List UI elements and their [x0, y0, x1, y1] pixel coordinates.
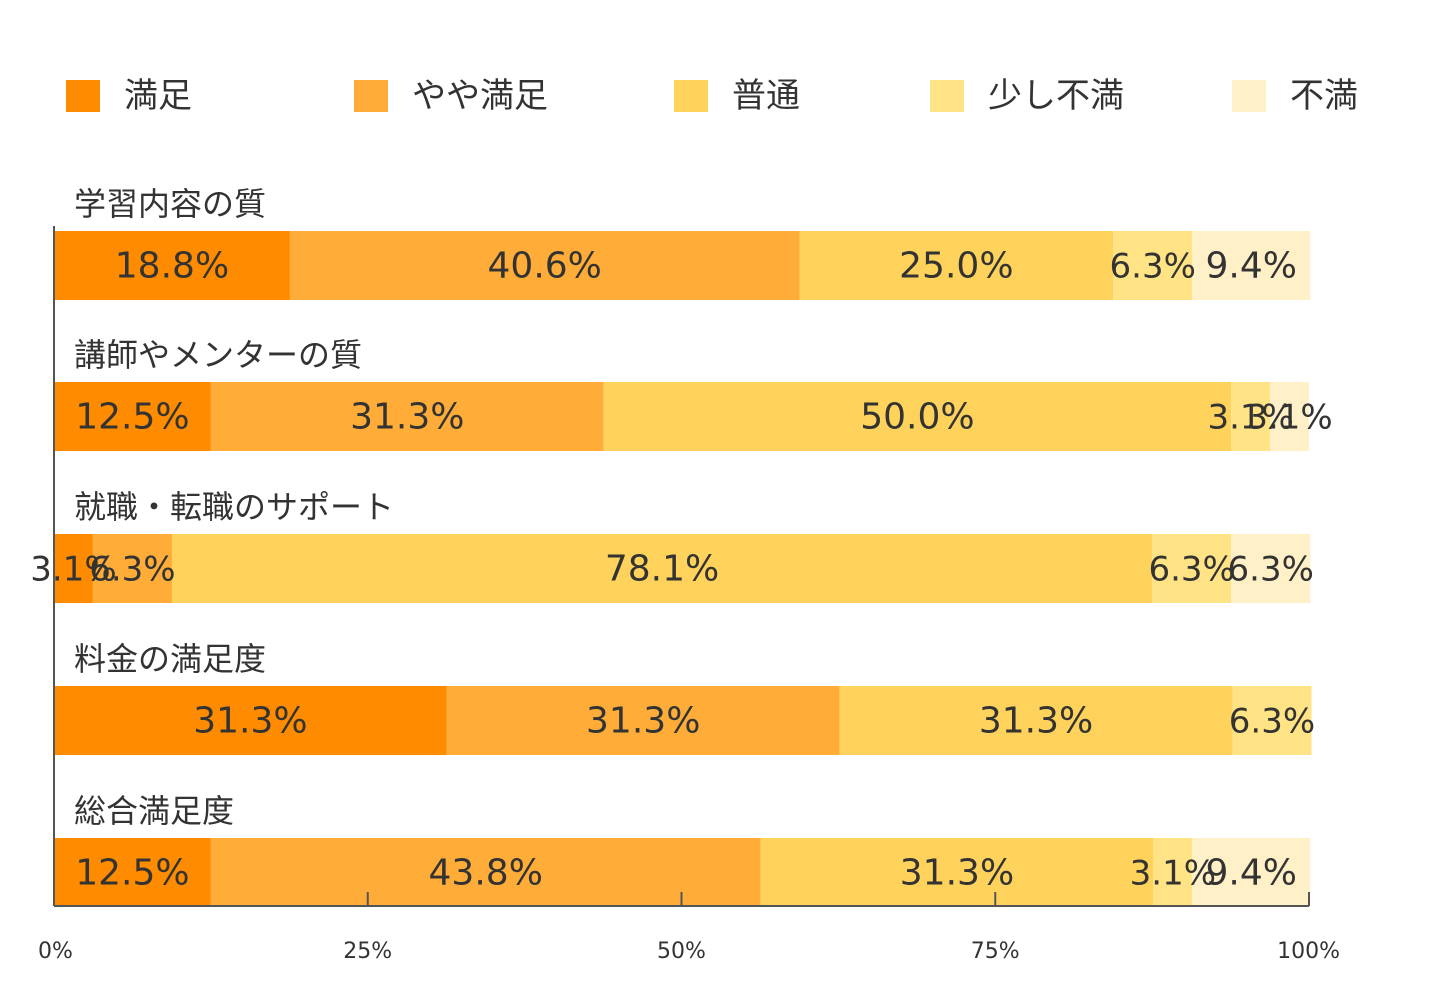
x-tick-label: 25%	[343, 939, 392, 964]
data-label: 9.4%	[1206, 853, 1297, 894]
category-label: 就職・転職のサポート	[74, 488, 394, 526]
bar-segment	[54, 534, 93, 603]
legend-label: 満足	[124, 76, 192, 116]
bar-segment	[171, 534, 1153, 603]
data-label: 12.5%	[75, 853, 189, 894]
data-label: 6.3%	[1228, 550, 1314, 590]
data-label: 6.3%	[1229, 702, 1315, 742]
category-label: 料金の満足度	[74, 640, 266, 678]
bar-segment	[1270, 382, 1309, 451]
category-label: 講師やメンターの質	[74, 336, 362, 374]
bar-segment	[1231, 382, 1271, 451]
data-label: 6.3%	[1110, 247, 1196, 287]
bar-segment	[54, 838, 211, 907]
legend-label: 普通	[732, 76, 800, 116]
data-label: 31.3%	[350, 397, 464, 438]
data-label: 3.1%	[1246, 398, 1332, 438]
legend: 満足 やや満足 普通 少し不満 不満	[0, 74, 1438, 118]
data-label: 31.3%	[586, 701, 700, 742]
data-label: 18.8%	[115, 246, 229, 287]
x-tick-label: 75%	[971, 939, 1020, 964]
data-label: 78.1%	[605, 549, 719, 590]
bar-segment	[1232, 686, 1312, 755]
bar-segment	[799, 231, 1114, 300]
bar-segment	[54, 231, 290, 300]
data-label: 6.3%	[89, 550, 175, 590]
legend-swatch	[674, 80, 708, 112]
bar-segment	[603, 382, 1232, 451]
legend-label: やや満足	[412, 76, 548, 116]
legend-label: 少し不満	[988, 76, 1124, 116]
bar-segment	[1113, 231, 1193, 300]
bar-segment	[54, 686, 447, 755]
x-tick-label: 100%	[1277, 939, 1340, 964]
category-label: 総合満足度	[74, 792, 234, 830]
legend-label: 不満	[1290, 76, 1358, 116]
data-label: 40.6%	[488, 246, 602, 287]
bar-segment	[1192, 231, 1311, 300]
legend-swatch	[1232, 80, 1266, 112]
data-label: 3.1%	[1130, 854, 1216, 894]
data-label: 50.0%	[860, 397, 974, 438]
x-tick-label: 50%	[657, 939, 706, 964]
bar-segment	[1192, 838, 1311, 907]
bar-segment	[1153, 838, 1193, 907]
data-label: 25.0%	[899, 246, 1013, 287]
x-tick-label: 0%	[38, 939, 73, 964]
bar-segment	[1152, 534, 1232, 603]
bar-segment	[289, 231, 800, 300]
data-label: 43.8%	[429, 853, 543, 894]
data-label: 12.5%	[75, 397, 189, 438]
data-label: 31.3%	[979, 701, 1093, 742]
data-label: 6.3%	[1148, 550, 1234, 590]
bar-segment	[54, 382, 211, 451]
data-label: 31.3%	[900, 853, 1014, 894]
bar-segment	[92, 534, 172, 603]
data-label: 9.4%	[1206, 246, 1297, 287]
bar-segment	[1231, 534, 1311, 603]
legend-swatch	[66, 80, 100, 112]
data-label: 31.3%	[193, 701, 307, 742]
bar-segment	[446, 686, 840, 755]
bar-segment	[760, 838, 1154, 907]
bar-segment	[839, 686, 1233, 755]
bar-segment	[210, 838, 761, 907]
category-label: 学習内容の質	[74, 185, 266, 223]
data-label: 3.1%	[30, 550, 116, 590]
bar-segment	[210, 382, 604, 451]
data-label: 3.1%	[1207, 398, 1293, 438]
legend-swatch	[354, 80, 388, 112]
legend-swatch	[930, 80, 964, 112]
